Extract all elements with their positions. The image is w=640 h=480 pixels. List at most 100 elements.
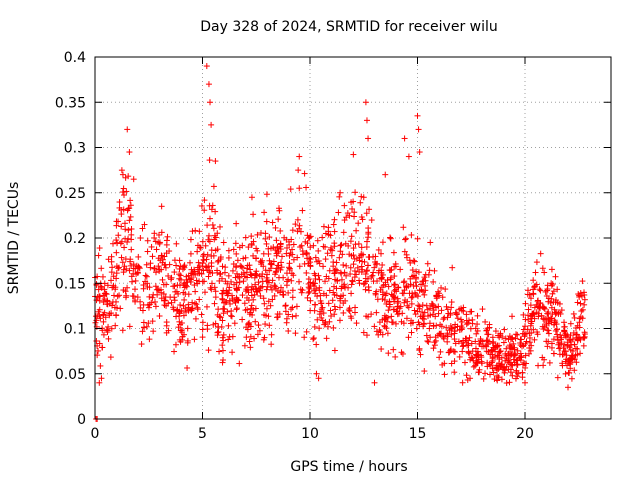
data-point [251,335,258,342]
data-point [330,324,337,331]
data-point [208,206,215,213]
data-point [327,307,334,314]
data-point [405,283,412,290]
data-point [509,336,516,343]
data-point [123,188,130,195]
data-point [142,272,149,279]
data-point [312,301,319,308]
data-point [331,270,338,277]
data-point [254,231,261,238]
data-point [304,232,311,239]
data-point [459,379,466,386]
data-point [144,248,151,255]
data-point [212,288,219,295]
data-point [548,295,555,302]
data-point [137,304,144,311]
data-point [550,288,557,295]
data-point [250,296,257,303]
data-point [301,334,308,341]
data-point [143,273,150,280]
data-point [358,269,365,276]
data-point [405,334,412,341]
data-point [128,273,135,280]
data-point [265,279,272,286]
data-point [579,278,586,285]
data-point [270,244,277,251]
data-point [118,254,125,261]
data-point [476,340,483,347]
data-point [126,217,133,224]
data-point [536,286,543,293]
data-point [253,288,260,295]
data-point [350,151,357,158]
data-point [289,294,296,301]
data-point [512,375,519,382]
data-point [287,186,294,193]
data-point [173,240,180,247]
data-point [370,269,377,276]
data-point [514,361,521,368]
data-point [250,252,257,259]
data-point [155,263,162,270]
data-point [242,288,249,295]
data-point [211,300,218,307]
y-tick-label: 0.15 [55,276,86,292]
data-point [283,282,290,289]
data-point [458,318,465,325]
data-point [219,317,226,324]
data-point [316,325,323,332]
data-point [165,272,172,279]
data-point [421,291,428,298]
data-point [489,334,496,341]
data-point [338,276,345,283]
data-point [387,276,394,283]
y-tick-label: 0.05 [55,367,86,383]
data-point [522,330,529,337]
data-point [336,317,343,324]
data-point [503,345,510,352]
data-point [413,268,420,275]
data-point [364,275,371,282]
data-point [556,345,563,352]
data-point [577,300,584,307]
data-point [208,263,215,270]
data-point [158,203,165,210]
data-point [341,202,348,209]
data-point [149,253,156,260]
data-point [362,271,369,278]
data-point [177,263,184,270]
data-point [125,235,132,242]
data-point [510,340,517,347]
data-point [472,351,479,358]
data-point [212,294,219,301]
data-point [320,290,327,297]
data-point [571,367,578,374]
data-point [271,282,278,289]
data-point [305,276,312,283]
data-point [153,246,160,253]
data-point [401,299,408,306]
data-point [226,297,233,304]
data-point [325,300,332,307]
data-point [430,345,437,352]
data-point [234,270,241,277]
data-point [360,329,367,336]
data-point [181,296,188,303]
data-point [317,308,324,315]
data-point [303,269,310,276]
data-point [545,330,552,337]
data-point [480,375,487,382]
data-point [390,296,397,303]
data-point [467,325,474,332]
data-point [263,218,270,225]
data-point [214,246,221,253]
data-point [336,304,343,311]
data-point [526,344,533,351]
data-point [233,306,240,313]
data-point [458,323,465,330]
data-point [199,260,206,267]
data-point [108,253,115,260]
data-point [373,328,380,335]
data-point [332,306,339,313]
data-point [271,292,278,299]
